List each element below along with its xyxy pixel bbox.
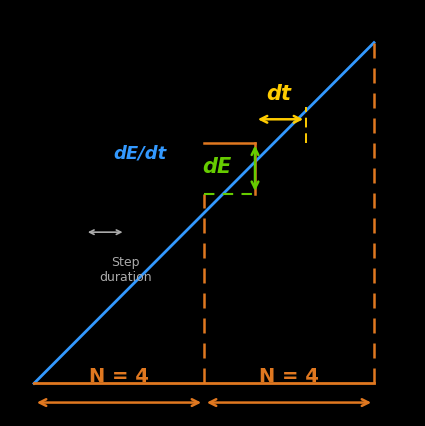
Text: N = 4: N = 4 [259, 366, 319, 386]
Text: N = 4: N = 4 [89, 366, 149, 386]
Text: dE/dt: dE/dt [113, 144, 167, 162]
Text: dE: dE [202, 157, 232, 177]
Text: dt: dt [266, 84, 291, 104]
Text: Step
duration: Step duration [99, 256, 152, 284]
